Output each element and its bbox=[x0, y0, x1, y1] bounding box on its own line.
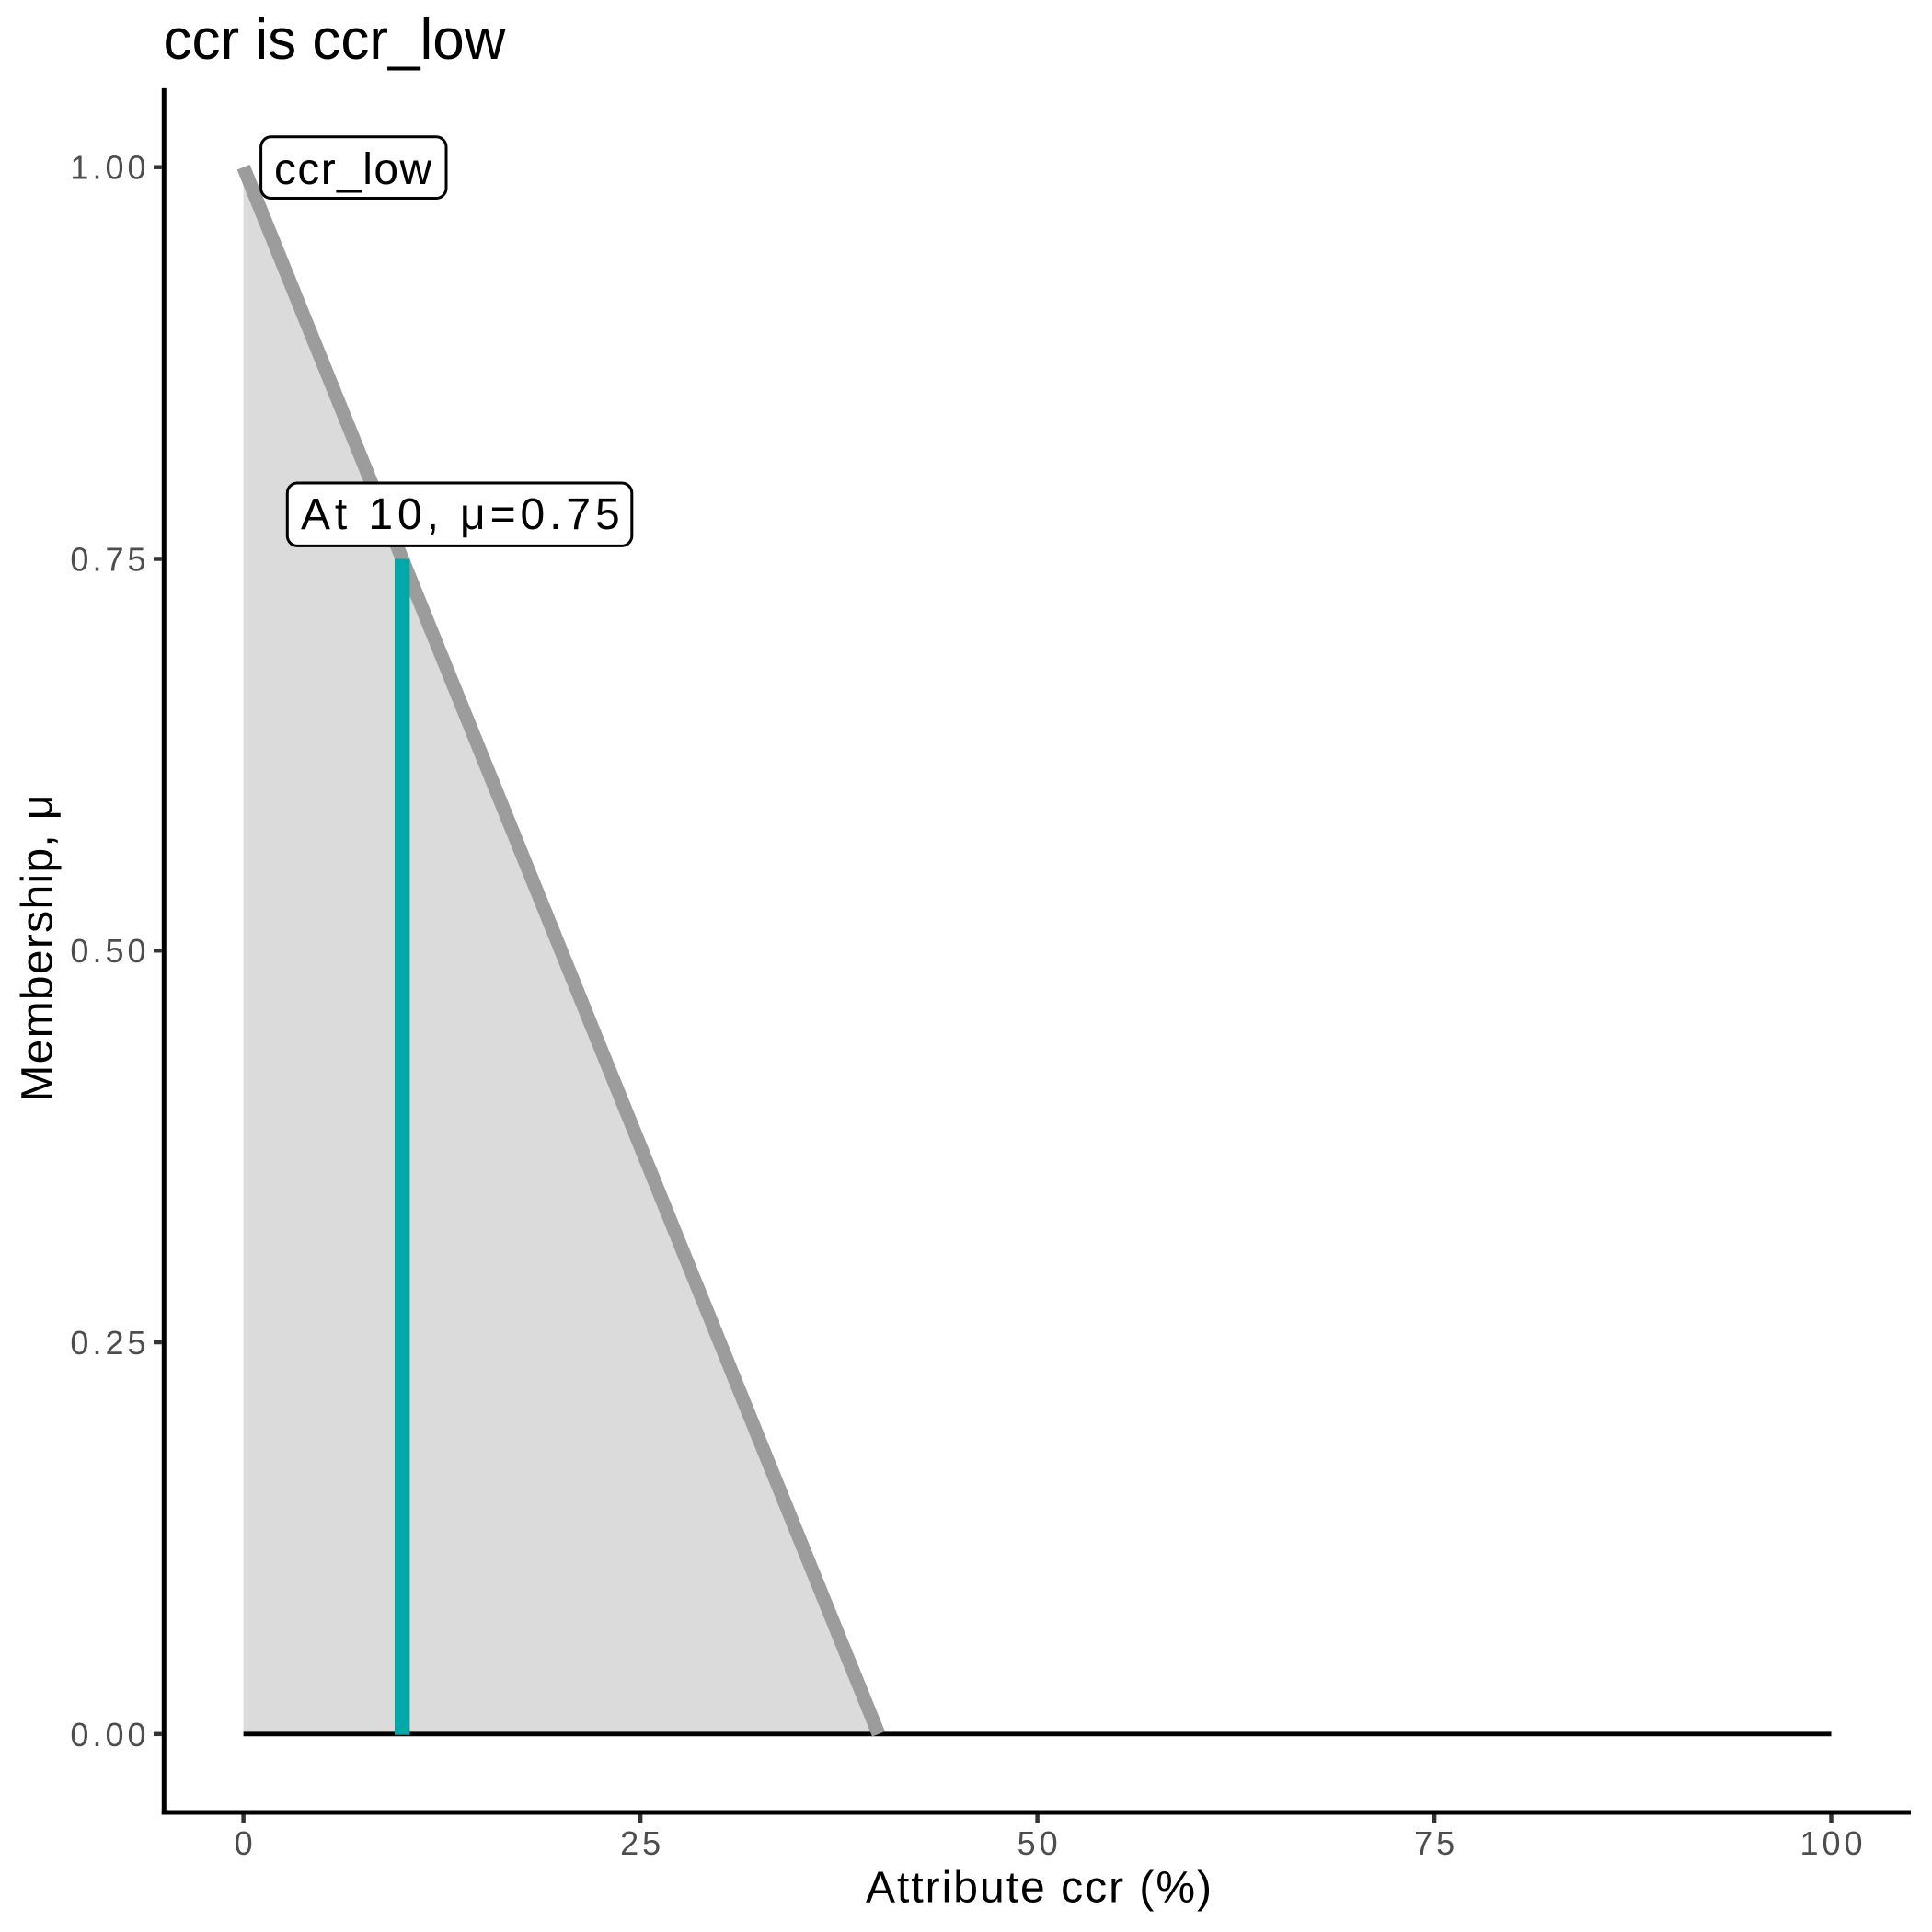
svg-text:ccr is ccr_low: ccr is ccr_low bbox=[164, 8, 506, 72]
svg-text:0.00: 0.00 bbox=[70, 1716, 149, 1754]
svg-text:At 10, μ=0.75: At 10, μ=0.75 bbox=[301, 490, 625, 539]
svg-text:0.25: 0.25 bbox=[70, 1324, 149, 1362]
svg-text:0.50: 0.50 bbox=[70, 932, 149, 970]
svg-text:75: 75 bbox=[1414, 1824, 1458, 1862]
svg-text:0: 0 bbox=[235, 1824, 257, 1862]
svg-text:Attribute ccr (%): Attribute ccr (%) bbox=[866, 1863, 1213, 1912]
svg-text:1.00: 1.00 bbox=[70, 149, 149, 187]
svg-text:50: 50 bbox=[1018, 1824, 1062, 1862]
svg-text:0.75: 0.75 bbox=[70, 541, 149, 579]
svg-text:25: 25 bbox=[620, 1824, 664, 1862]
svg-text:ccr_low: ccr_low bbox=[274, 145, 433, 194]
svg-text:100: 100 bbox=[1800, 1824, 1866, 1862]
svg-text:Membership, μ: Membership, μ bbox=[14, 793, 63, 1101]
